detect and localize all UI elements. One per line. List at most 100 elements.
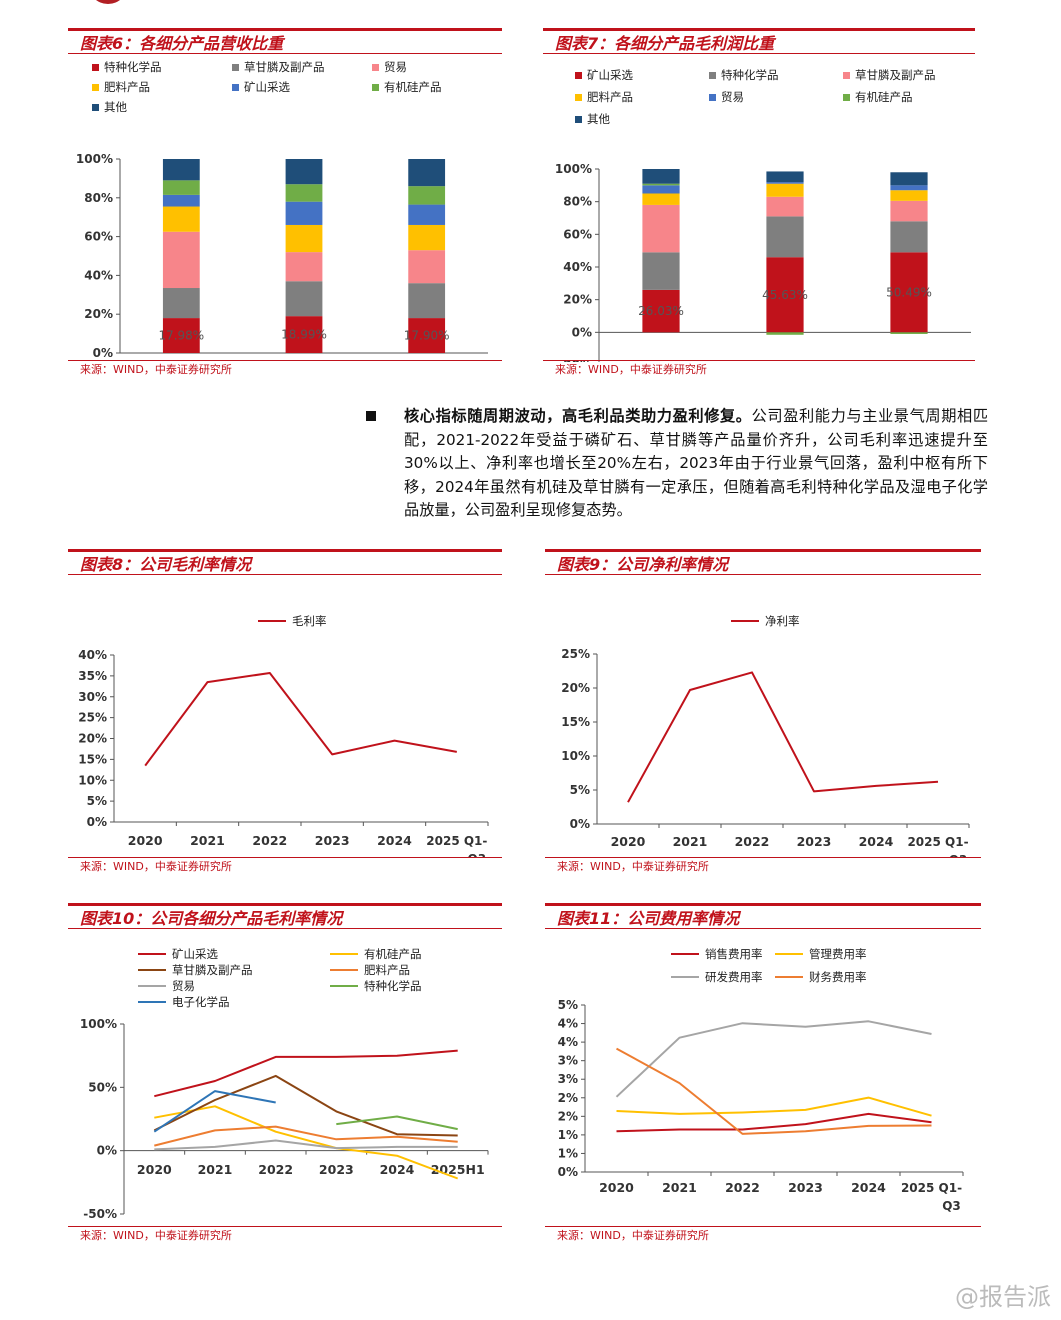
fig10-series-line-2 — [153, 1074, 458, 1137]
fig6-legend-swatch-0 — [92, 64, 99, 71]
fig11-series-line-1 — [616, 1096, 932, 1117]
fig11-xtick-label-4: 2024 — [851, 1180, 886, 1195]
fig6-ytick-label-3: 60% — [84, 230, 113, 244]
figure-6-panel: 图表6：各细分产品营收比重 特种化学品 草甘膦及副产品 贸易 肥料产品 矿山采选 有机硅产… — [68, 28, 502, 380]
fig10-xtick-label-5: 2025H1 — [431, 1162, 485, 1177]
fig10-ytick-label-0: -50% — [83, 1207, 117, 1221]
fig11-legend-label-0: 销售费用率 — [705, 947, 763, 961]
fig11-xtick-label-0: 2020 — [599, 1180, 634, 1195]
fig6-legend-swatch-3 — [92, 84, 99, 91]
fig7-ytick-label-5: 80% — [563, 195, 592, 209]
fig8-ytick-label-3: 15% — [78, 752, 107, 766]
fig10-ytick-label-3: 100% — [80, 1017, 117, 1031]
fig7-legend-label-3: 肥料产品 — [587, 90, 633, 104]
fig8-xtick-label-3: 2023 — [315, 833, 350, 848]
fig6-bar-2025H1-5 — [408, 186, 446, 205]
fig6-bar-2023-6 — [162, 159, 200, 181]
fig10-legend-label-0: 矿山采选 — [172, 947, 218, 961]
figure-8-title: 图表8：公司毛利率情况 — [68, 549, 502, 575]
fig9-ytick-label-4: 20% — [561, 681, 590, 695]
figure-8-chart-area: 毛利率 0% 5% 10% 15% 20% 25% 30% 35% 40% 2020 2021 2022… — [68, 577, 502, 866]
fig7-legend-swatch-3 — [575, 94, 582, 101]
fig8-ytick-label-8: 40% — [78, 648, 107, 662]
fig6-data-label-0: 17.98% — [158, 329, 204, 343]
fig10-ytick-label-1: 0% — [97, 1144, 117, 1158]
figure-9-source: 来源：WIND，中泰证券研究所 — [545, 857, 981, 875]
figure-10-chart-area: 矿山采选 有机硅产品 草甘膦及副产品 肥料产品 贸易 特种化学品 电子化学品 -50% 0% 50… — [68, 931, 502, 1226]
figure-7-panel: 图表7：各细分产品毛利润比重 矿山采选 特种化学品 草甘膦及副产品 肥料产品 贸易 有机硅… — [543, 28, 975, 390]
fig6-bar-2024-2 — [285, 252, 323, 282]
fig7-bar-2024-5 — [766, 332, 804, 335]
fig9-xtick-label-0: 2020 — [611, 834, 646, 849]
fig7-legend-swatch-2 — [843, 72, 850, 79]
fig6-legend-swatch-4 — [232, 84, 239, 91]
fig8-xtick-label-5: 2025 Q1- — [426, 834, 487, 848]
fig7-bar-2023-5 — [642, 183, 680, 186]
fig7-ytick-label-6: 100% — [555, 162, 592, 176]
figure-7-source: 来源：WIND，中泰证券研究所 — [543, 360, 975, 378]
fig10-xtick-label-0: 2020 — [137, 1162, 172, 1177]
figure-11-panel: 图表11：公司费用率情况 销售费用率 管理费用率 研发费用率 财务费用率 0% 1% 1% 2… — [545, 903, 981, 1246]
fig8-xtick-label-4: 2024 — [377, 833, 412, 848]
fig7-legend-swatch-5 — [843, 94, 850, 101]
fig10-legend-label-5: 特种化学品 — [364, 979, 422, 993]
fig7-bar-2023-2 — [642, 204, 680, 253]
figure-10-title: 图表10：公司各细分产品毛利率情况 — [68, 903, 502, 929]
fig11-ytick-label-3: 2% — [558, 1109, 578, 1123]
fig9-ytick-label-1: 5% — [570, 783, 590, 797]
fig8-ytick-label-6: 30% — [78, 690, 107, 704]
fig6-bar-2025H1-4 — [408, 204, 446, 225]
fig8-ytick-label-5: 25% — [78, 711, 107, 725]
fig11-ytick-label-5: 3% — [558, 1072, 578, 1086]
fig9-ytick-label-3: 15% — [561, 715, 590, 729]
analysis-paragraph: 核心指标随周期波动，高毛利品类助力盈利修复。公司盈利能力与主业景气周期相匹配，2… — [366, 405, 988, 523]
analysis-text: 核心指标随周期波动，高毛利品类助力盈利修复。公司盈利能力与主业景气周期相匹配，2… — [404, 405, 988, 523]
fig7-bar-2025H1-3 — [890, 190, 928, 201]
fig9-xtick-label-1: 2021 — [673, 834, 708, 849]
fig10-legend-label-3: 肥料产品 — [364, 963, 410, 977]
fig11-ytick-label-6: 3% — [558, 1054, 578, 1068]
fig7-bar-2023-6 — [642, 169, 680, 184]
fig6-ytick-label-2: 40% — [84, 268, 113, 282]
fig8-ytick-label-4: 20% — [78, 732, 107, 746]
fig7-legend-swatch-6 — [575, 116, 582, 123]
fig6-ytick-label-1: 20% — [84, 307, 113, 321]
fig7-data-label-2: 50.49% — [886, 285, 932, 299]
fig7-bar-2025H1-4 — [890, 185, 928, 191]
fig6-bar-2025H1-6 — [408, 159, 446, 187]
fig8-ytick-label-0: 0% — [87, 815, 107, 829]
fig6-legend-label-3: 肥料产品 — [104, 80, 150, 94]
fig11-ytick-label-7: 4% — [558, 1035, 578, 1049]
figure-11-source: 来源：WIND，中泰证券研究所 — [545, 1226, 981, 1244]
fig7-bar-2024-2 — [766, 196, 804, 217]
fig10-xtick-label-1: 2021 — [198, 1162, 233, 1177]
fig10-legend-label-6: 电子化学品 — [172, 995, 230, 1009]
fig6-ytick-label-5: 100% — [76, 152, 113, 166]
fig7-legend-label-2: 草甘膦及副产品 — [855, 68, 936, 82]
fig7-legend-swatch-1 — [709, 72, 716, 79]
fig7-bar-2024-6 — [766, 171, 804, 183]
analysis-heading: 核心指标随周期波动，高毛利品类助力盈利修复。 — [404, 407, 752, 425]
fig11-series-line-3 — [616, 1047, 932, 1135]
fig6-bar-2024-6 — [285, 159, 323, 185]
fig11-legend-label-3: 财务费用率 — [809, 970, 867, 984]
fig11-ytick-label-2: 1% — [558, 1128, 578, 1142]
fig8-series-line-0 — [144, 672, 457, 767]
fig7-legend-label-0: 矿山采选 — [587, 68, 633, 82]
fig10-series-line-4 — [154, 1139, 458, 1151]
fig10-legend-label-2: 草甘膦及副产品 — [172, 963, 253, 977]
fig7-legend-swatch-4 — [709, 94, 716, 101]
fig7-bar-2023-4 — [642, 185, 680, 194]
fig6-bar-2023-2 — [162, 231, 200, 289]
fig6-ytick-label-0: 0% — [93, 346, 113, 360]
fig11-xtick-label-1: 2021 — [662, 1180, 697, 1195]
fig7-legend-label-1: 特种化学品 — [721, 68, 779, 82]
figure-11-title: 图表11：公司费用率情况 — [545, 903, 981, 929]
fig10-series-line-3 — [154, 1125, 458, 1147]
fig6-bar-2025H1-2 — [408, 250, 446, 284]
fig10-xtick-label-2: 2022 — [258, 1162, 293, 1177]
fig10-legend-label-1: 有机硅产品 — [364, 947, 422, 961]
fig7-bar-2023-1 — [642, 252, 680, 290]
